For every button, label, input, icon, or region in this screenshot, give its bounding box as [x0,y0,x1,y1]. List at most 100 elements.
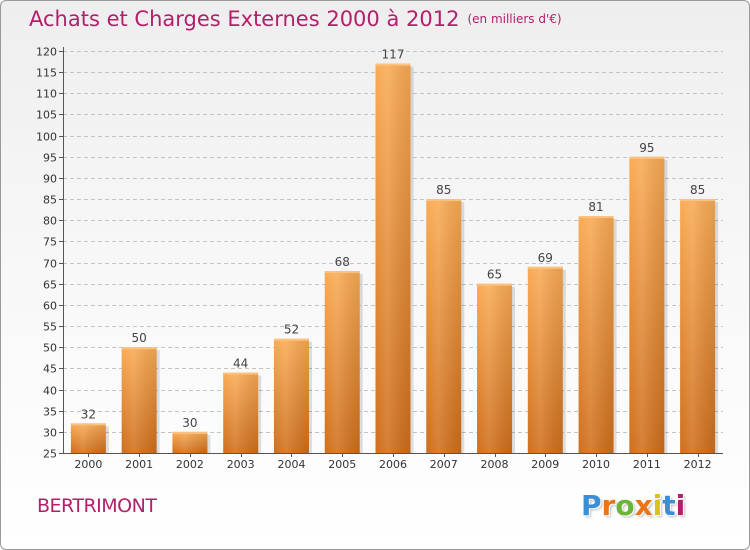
data-label: 52 [284,323,299,337]
y-tick-label: 100 [36,131,57,144]
x-tick-label: 2012 [684,458,712,471]
bar-2000 [70,423,109,453]
x-tick-label: 2000 [74,458,102,471]
y-tick-label: 90 [43,173,57,186]
bar-top-edge [172,431,208,434]
data-label: 95 [639,141,654,155]
data-label: 85 [690,183,705,197]
x-tick-label: 2008 [481,458,509,471]
x-tick-label: 2005 [328,458,356,471]
y-tick-label: 110 [36,88,57,101]
y-tick-label: 120 [36,46,57,59]
y-tick-label: 45 [43,363,57,376]
data-label: 30 [182,416,197,430]
bar-top-edge [680,199,716,202]
bar-shine [172,431,208,453]
bar-shine [273,338,309,453]
bar-top-edge [527,266,563,269]
y-tick-label: 40 [43,385,57,398]
y-tick-labels: 25 30 35 40 45 50 55 60 65 70 75 80 85 90 95 100 105 110 1… [36,46,57,461]
bar-2003 [223,372,262,453]
bar-shine [324,271,360,453]
logo-letter: x [634,489,653,522]
bar-2007 [426,199,465,453]
bar-shine [426,199,462,453]
bar-2001 [121,347,160,453]
y-tick-label: 60 [43,300,57,313]
data-labels: 32 50 30 44 52 68 117 85 65 69 81 95 85 [81,48,706,430]
y-tick-label: 30 [43,427,57,440]
logo-letter: i [652,489,663,522]
bar-2005 [324,271,363,453]
data-label: 65 [487,268,502,282]
data-label: 81 [588,200,603,214]
bar-shine [629,156,665,453]
bar-shine [70,423,106,453]
x-tick-label: 2001 [125,458,153,471]
logo-letter: P [581,489,602,522]
y-tick-label: 75 [43,236,57,249]
x-tick-label: 2007 [430,458,458,471]
bar-top-edge [578,216,614,219]
y-tick-label: 50 [43,342,57,355]
x-tick-label: 2004 [277,458,305,471]
y-tick-label: 70 [43,258,57,271]
bar-2011 [629,156,668,453]
bar-top-edge [426,199,462,202]
data-label: 32 [81,407,96,421]
bar-2008 [477,283,516,453]
y-tick-label: 65 [43,279,57,292]
logo-letter: o [615,489,635,522]
data-label: 117 [382,48,405,62]
bar-top-edge [70,423,106,426]
bar-shine [223,372,259,453]
bar-top-edge [629,156,665,159]
axes [59,47,723,457]
chart-title: Achats et Charges Externes 2000 à 2012 (e… [29,7,562,31]
logo-letter: t [662,489,676,522]
x-tick-label: 2006 [379,458,407,471]
bar-top-edge [324,271,360,274]
x-tick-label: 2002 [176,458,204,471]
logo-letter: i [675,489,686,522]
chart-subtitle: (en milliers d'€) [467,12,562,26]
data-label: 68 [335,255,350,269]
data-label: 44 [233,357,248,371]
bar-top-edge [477,283,513,286]
x-tick-label: 2003 [227,458,255,471]
y-tick-label: 25 [43,448,57,461]
bar-2009 [527,266,566,453]
logo-letter: r [601,489,616,522]
bar-shine [680,199,716,453]
y-tick-label: 95 [43,152,57,165]
data-label: 50 [132,331,147,345]
y-tick-label: 85 [43,194,57,207]
y-tick-label: 115 [36,67,57,80]
x-tick-label: 2009 [531,458,559,471]
x-tick-label: 2010 [582,458,610,471]
bar-top-edge [273,338,309,341]
bar-shine [477,283,513,453]
bar-shine [527,266,563,453]
bar-top-edge [223,372,259,375]
bar-2006 [375,63,414,454]
bar-2010 [578,216,617,453]
bars [70,63,719,454]
commune-name: BERTRIMONT [37,495,157,517]
x-tick-labels: 2000 2001 2002 2003 2004 2005 2006 2007 2008 2009… [74,458,711,471]
title-text: Achats et Charges Externes 2000 à 2012 [29,7,460,31]
y-tick-label: 80 [43,215,57,228]
bar-shine [121,347,157,453]
bar-2012 [680,199,719,453]
data-label: 69 [538,251,553,265]
bar-2004 [273,338,312,453]
y-tick-label: 35 [43,406,57,419]
y-tick-label: 55 [43,321,57,334]
proxiti-logo: Proxiti [581,489,685,522]
bar-top-edge [375,63,411,66]
x-tick-label: 2011 [633,458,661,471]
bar-shine [578,216,614,453]
bar-top-edge [121,347,157,350]
